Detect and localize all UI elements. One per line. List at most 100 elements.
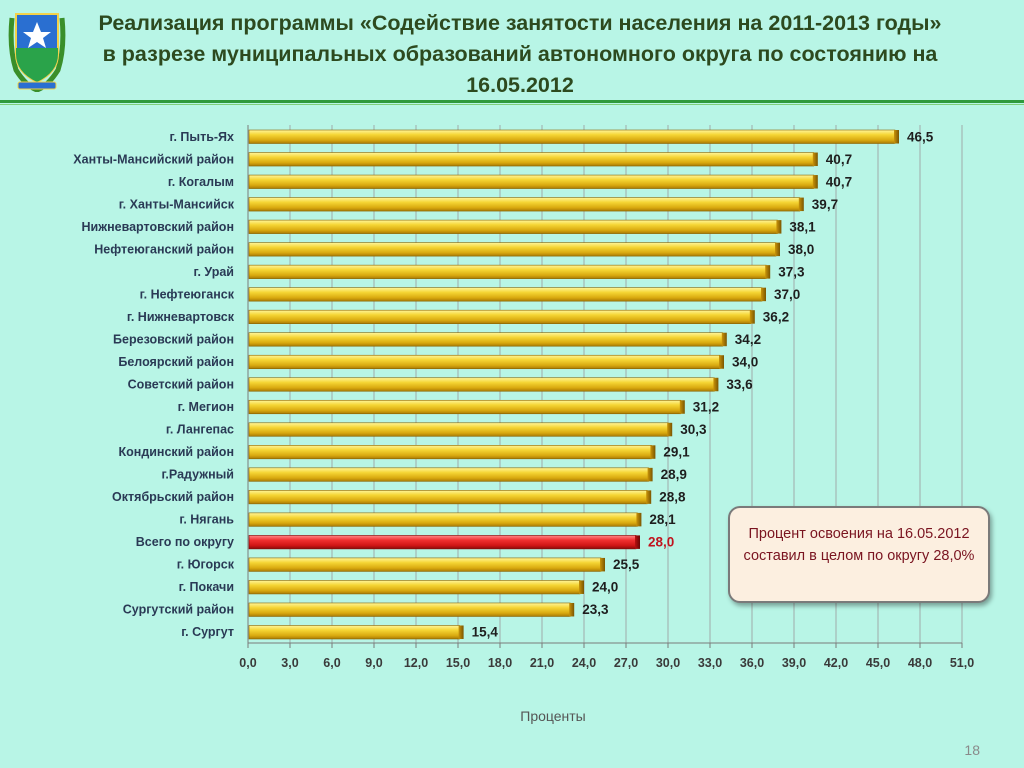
bar bbox=[248, 625, 460, 640]
bar bbox=[248, 174, 815, 189]
category-label: Кондинский район bbox=[119, 445, 235, 459]
summary-callout: Процент освоения на 16.05.2012 составил … bbox=[728, 506, 990, 603]
x-tick-label: 36,0 bbox=[740, 656, 764, 670]
value-label: 40,7 bbox=[826, 174, 852, 189]
x-tick-label: 27,0 bbox=[614, 656, 638, 670]
x-tick-label: 45,0 bbox=[866, 656, 890, 670]
bar-end-cap bbox=[458, 625, 464, 639]
x-tick-label: 42,0 bbox=[824, 656, 848, 670]
category-label: г. Мегион bbox=[178, 400, 234, 414]
bar-end-cap bbox=[713, 377, 719, 392]
bar-end-cap bbox=[749, 310, 755, 324]
category-label: г. Нефтеюганск bbox=[140, 287, 235, 301]
bar bbox=[248, 445, 652, 460]
x-tick-label: 39,0 bbox=[782, 656, 806, 670]
category-label: Всего по округу bbox=[136, 535, 234, 549]
value-label: 36,2 bbox=[763, 309, 789, 324]
bar-end-cap bbox=[646, 490, 652, 504]
value-label: 33,6 bbox=[726, 377, 753, 392]
x-tick-label: 18,0 bbox=[488, 656, 512, 670]
bar bbox=[248, 152, 815, 167]
bar-highlight bbox=[248, 535, 637, 550]
bar-end-cap bbox=[776, 220, 782, 234]
category-label: г.Радужный bbox=[161, 468, 234, 482]
bar-end-cap bbox=[721, 332, 727, 347]
title-divider bbox=[0, 100, 1024, 103]
value-label: 40,7 bbox=[826, 152, 852, 167]
category-label: Нижневартовский район bbox=[82, 220, 235, 234]
coat-of-arms-icon bbox=[8, 13, 66, 92]
bar-end-cap bbox=[719, 355, 724, 369]
category-label: Ханты-Мансийский район bbox=[73, 152, 234, 166]
bar-end-cap bbox=[635, 535, 640, 549]
x-tick-label: 48,0 bbox=[908, 656, 932, 670]
bar bbox=[248, 354, 721, 370]
value-label: 25,5 bbox=[613, 557, 640, 572]
value-label: 39,7 bbox=[812, 197, 838, 212]
value-label: 38,1 bbox=[789, 219, 816, 234]
bar-end-cap bbox=[798, 197, 804, 212]
x-tick-label: 51,0 bbox=[950, 656, 974, 670]
x-axis-label: Проценты bbox=[520, 708, 586, 724]
category-label: г. Югорск bbox=[177, 558, 235, 572]
bar bbox=[248, 242, 777, 257]
value-label: 24,0 bbox=[592, 580, 618, 595]
bar-end-cap bbox=[579, 580, 584, 594]
value-label: 31,2 bbox=[693, 400, 719, 415]
bar bbox=[248, 602, 571, 617]
x-tick-label: 0,0 bbox=[239, 656, 256, 670]
bar bbox=[248, 264, 767, 279]
category-label: Советский район bbox=[128, 378, 234, 392]
value-label: 28,1 bbox=[649, 512, 676, 527]
bar bbox=[248, 422, 669, 437]
x-tick-label: 33,0 bbox=[698, 656, 722, 670]
bar bbox=[248, 377, 715, 392]
slide-header: Реализация программы «Содействие занятос… bbox=[0, 0, 1024, 105]
value-label: 37,3 bbox=[778, 264, 805, 279]
bar bbox=[248, 309, 752, 324]
x-tick-label: 15,0 bbox=[446, 656, 470, 670]
x-tick-label: 30,0 bbox=[656, 656, 680, 670]
category-label: г. Пыть-Ях bbox=[170, 130, 235, 144]
category-label: г. Когалым bbox=[168, 175, 234, 189]
bar bbox=[248, 512, 638, 527]
bar bbox=[248, 197, 801, 212]
x-tick-label: 6,0 bbox=[323, 656, 340, 670]
category-label: Березовский район bbox=[113, 332, 234, 346]
x-tick-label: 12,0 bbox=[404, 656, 428, 670]
value-labels: 46,5 40,7 40,7 39,7 38,1 38,0 37,3 37,0 36,234,2… bbox=[472, 129, 934, 639]
x-tick-label: 21,0 bbox=[530, 656, 554, 670]
category-label: г. Сургут bbox=[181, 625, 234, 639]
category-label: Нефтеюганский район bbox=[94, 242, 234, 256]
bar bbox=[248, 490, 648, 505]
bar-end-cap bbox=[569, 602, 575, 617]
value-label: 29,1 bbox=[663, 445, 690, 460]
category-label: г. Покачи bbox=[179, 580, 234, 594]
value-label: 28,8 bbox=[659, 490, 686, 505]
bar-end-cap bbox=[679, 400, 685, 414]
value-label: 28,9 bbox=[661, 467, 687, 482]
slide-title: Реализация программы «Содействие занятос… bbox=[98, 11, 942, 97]
value-label: 30,3 bbox=[680, 422, 707, 437]
bar-end-cap bbox=[812, 175, 818, 189]
page-number: 18 bbox=[964, 742, 980, 758]
value-label: 38,0 bbox=[788, 242, 814, 257]
bar-end-cap bbox=[600, 557, 605, 572]
category-label: Белоярский район bbox=[118, 355, 234, 369]
bar bbox=[248, 332, 724, 347]
bar bbox=[248, 580, 581, 595]
value-label: 37,0 bbox=[774, 287, 800, 302]
category-label: г. Нижневартовск bbox=[127, 310, 235, 324]
bar-end-cap bbox=[636, 512, 642, 527]
bar-end-cap bbox=[775, 242, 780, 257]
x-tick-labels: 0,0 3,0 6,0 9,0 12,0 15,0 18,0 21,0 24,0 27,0 30,0… bbox=[239, 656, 974, 670]
bar-end-cap bbox=[894, 130, 899, 144]
category-labels: г. Пыть-Ях Ханты-Мансийский район г. Когал… bbox=[73, 130, 234, 639]
category-label: Сургутский район bbox=[123, 603, 234, 617]
category-label: г. Урай bbox=[194, 265, 234, 279]
bar-end-cap bbox=[667, 422, 673, 437]
bar-end-cap bbox=[650, 445, 656, 459]
bars bbox=[248, 129, 899, 640]
bar-end-cap bbox=[765, 265, 771, 279]
value-label: 28,0 bbox=[648, 535, 674, 550]
